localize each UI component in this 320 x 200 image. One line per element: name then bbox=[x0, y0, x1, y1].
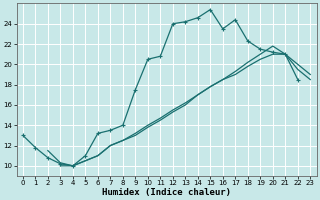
X-axis label: Humidex (Indice chaleur): Humidex (Indice chaleur) bbox=[102, 188, 231, 197]
